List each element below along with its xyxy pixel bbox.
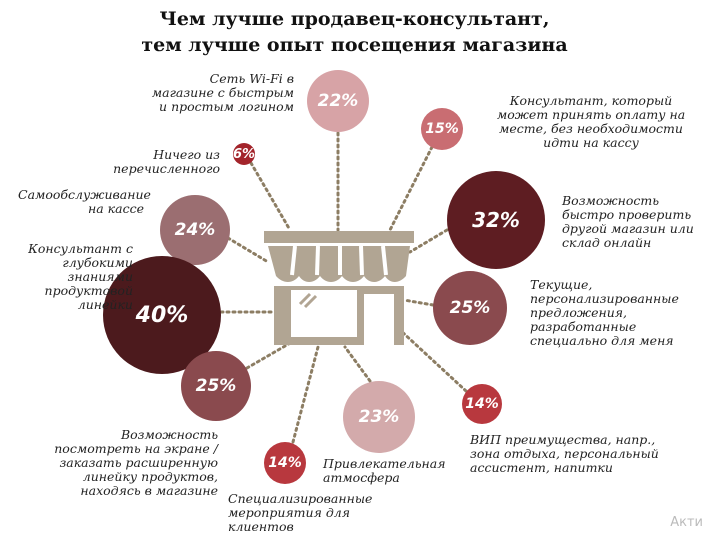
connector-screen: [245, 340, 294, 370]
label-line: месте, без необходимости: [499, 121, 683, 136]
bubble-value-wifi: 22%: [317, 91, 359, 111]
bubble-value-screen: 25%: [195, 376, 237, 396]
label-line: и простым логином: [159, 99, 294, 114]
bubble-value-atmosphere: 23%: [358, 407, 400, 427]
label-screen: Возможность посмотреть на экране / заказат…: [38, 428, 218, 498]
store-body: [274, 286, 404, 345]
store-roof: [264, 231, 414, 243]
label-line: зона отдыха, персональный: [470, 446, 659, 461]
label-line: быстро проверить: [562, 207, 692, 222]
label-self: Самообслуживание на кассе: [18, 187, 151, 216]
connector-vip: [398, 328, 468, 393]
bubble-value-expert: 40%: [135, 302, 189, 328]
label-line: мероприятия для: [228, 505, 350, 520]
label-line: Возможность: [120, 427, 218, 442]
label-line: ассистент, напитки: [470, 460, 613, 475]
label-line: может принять оплату на: [496, 107, 686, 122]
label-line: знаниями: [67, 269, 133, 284]
label-line: атмосфера: [323, 470, 400, 485]
label-line: склад онлайн: [562, 235, 652, 250]
label-line: персонализированные: [530, 291, 679, 306]
label-line: Консультант с: [28, 241, 133, 256]
label-nothing: Ничего из перечисленного: [112, 148, 220, 176]
bubble-atmosphere: 23%: [343, 381, 415, 453]
label-line: Специализированные: [228, 491, 373, 506]
bubble-value-stock: 32%: [472, 208, 520, 232]
connector-offers: [402, 298, 435, 307]
label-offers: Текущие, персонализированные предложения, р…: [530, 278, 695, 348]
bubble-offers: 25%: [433, 271, 507, 345]
label-line: Самообслуживание: [18, 187, 151, 202]
label-line: Привлекательная: [323, 456, 446, 471]
label-line: идти на кассу: [543, 135, 639, 150]
bubble-stock: 32%: [447, 171, 545, 269]
label-line: Консультант, который: [509, 93, 673, 108]
label-line: специально для меня: [530, 333, 674, 348]
label-line: линейку продуктов,: [82, 469, 218, 484]
bubble-self: 24%: [160, 195, 230, 265]
bubble-value-nothing: 6%: [232, 146, 256, 162]
label-expert: Консультант с глубокими знаниями продуктово…: [18, 242, 133, 312]
label-line: находясь в магазине: [80, 483, 218, 498]
title-line-2: тем лучше опыт посещения магазина: [141, 34, 568, 56]
label-line: разработанные: [530, 319, 637, 334]
chart-title: Чем лучше продавец-консультант, тем лучш…: [0, 6, 709, 58]
bubble-pay: 15%: [421, 108, 463, 150]
label-stock: Возможность быстро проверить другой магази…: [562, 194, 702, 250]
watermark: Акти: [670, 515, 703, 530]
bubble-value-offers: 25%: [449, 298, 491, 318]
bubble-value-events: 14%: [268, 455, 302, 471]
store-icon: [264, 231, 414, 345]
label-line: Сеть Wi-Fi в: [209, 71, 294, 86]
label-wifi: Сеть Wi-Fi в магазине с быстрым и простым …: [134, 72, 294, 114]
bubble-value-pay: 15%: [425, 121, 459, 137]
connector-lines: [219, 131, 468, 444]
label-line: глубокими: [62, 255, 133, 270]
label-vip: ВИП преимущества, напр., зона отдыха, пер…: [470, 433, 685, 475]
label-line: другой магазин или: [562, 221, 694, 236]
window-reflection: [298, 292, 318, 309]
label-line: Текущие,: [530, 277, 593, 292]
label-line: Возможность: [562, 193, 660, 208]
label-line: предложения,: [530, 305, 627, 320]
label-line: заказать расширенную: [59, 455, 218, 470]
label-line: продуктовой: [44, 283, 133, 298]
label-line: клиентов: [228, 519, 294, 534]
label-line: перечисленного: [113, 161, 220, 176]
label-line: магазине с быстрым: [151, 85, 294, 100]
connector-nothing: [249, 161, 292, 232]
bubble-screen: 25%: [181, 351, 251, 421]
label-line: линейки: [77, 297, 133, 312]
connector-self: [226, 236, 270, 264]
label-line: Ничего из: [153, 147, 220, 162]
bubble-vip: 14%: [462, 384, 502, 424]
label-line: посмотреть на экране /: [54, 441, 218, 456]
awning-stripes: [290, 245, 388, 276]
connector-atmosphere: [343, 345, 372, 383]
bubble-nothing: 6%: [233, 143, 255, 165]
bubble-value-vip: 14%: [465, 396, 499, 412]
label-events: Специализированные мероприятия для клиенто…: [228, 492, 398, 534]
bubble-events: 14%: [264, 442, 306, 484]
label-atmosphere: Привлекательная атмосфера: [323, 457, 463, 485]
connector-stock: [408, 228, 449, 254]
bubble-wifi: 22%: [307, 70, 369, 132]
bubble-value-self: 24%: [174, 220, 216, 240]
connector-pay: [388, 145, 434, 232]
label-line: на кассе: [88, 201, 144, 216]
connector-events: [291, 345, 320, 444]
label-pay: Консультант, который может принять оплату…: [486, 94, 696, 150]
title-line-1: Чем лучше продавец-консультант,: [159, 8, 550, 30]
label-line: ВИП преимущества, напр.,: [470, 432, 656, 447]
